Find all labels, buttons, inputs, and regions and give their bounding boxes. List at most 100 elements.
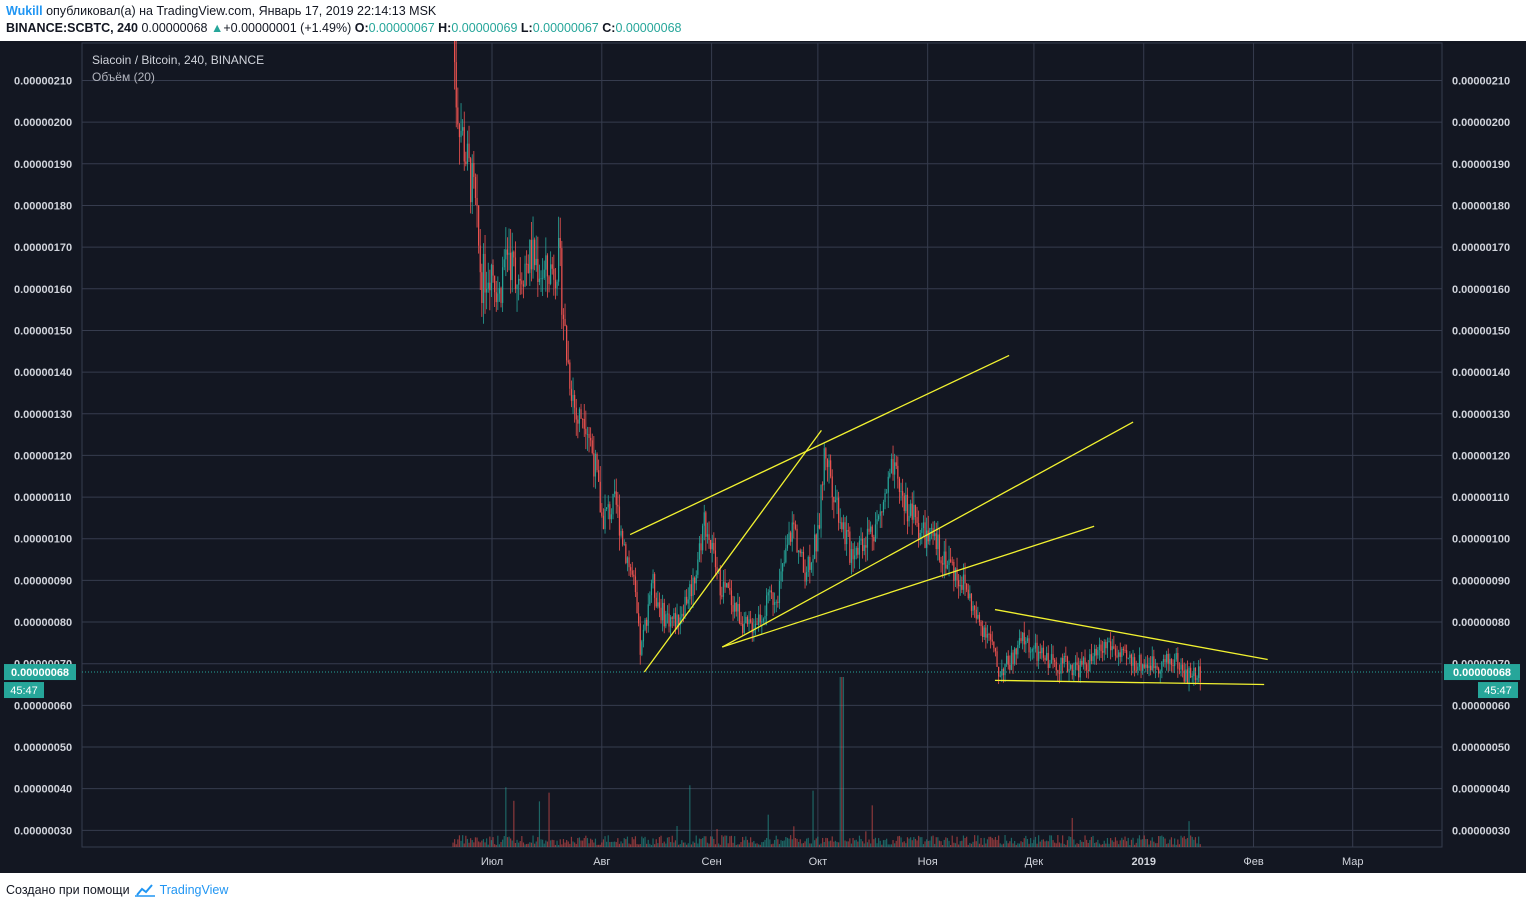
tradingview-link[interactable]: TradingView [159,883,229,897]
volume-bar [860,839,862,847]
volume-bar [865,831,867,847]
candle-body [1089,654,1091,672]
volume-bar [561,844,563,847]
candle-body [970,593,973,611]
volume-bar [478,841,480,847]
candle-body [670,617,672,627]
candle-body [729,587,731,591]
volume-bar [839,677,841,847]
volume-bar [750,837,752,847]
volume-legend[interactable]: Объём (20) [92,70,155,84]
y-tick-label-left: 0.00000050 [14,742,72,754]
candle-body [697,559,699,575]
author-link[interactable]: Wukill [6,4,43,18]
volume-bar [727,843,729,847]
candle-body [935,533,937,549]
volume-bar [524,844,526,847]
volume-bar [788,838,790,847]
volume-bar [846,841,848,847]
candle-body [514,257,517,290]
candle-body [823,448,825,485]
candle-body [1030,651,1032,653]
candle-body [990,634,992,640]
volume-bar [1102,844,1104,847]
candle-body [1006,655,1008,665]
candle-body [1169,658,1171,664]
volume-bar [1081,841,1083,847]
candle-body [599,481,601,513]
volume-bar [974,835,976,847]
candle-body [1082,657,1085,665]
volume-bar [735,844,737,847]
candle-body [777,601,779,603]
candle-body [474,176,477,198]
volume-bar [534,843,536,847]
candle-body [650,583,653,596]
candle-body [478,205,480,246]
candle-body [785,548,787,563]
volume-bar [1071,817,1073,847]
candle-body [1012,652,1014,664]
series-legend-title[interactable]: Siacoin / Bitcoin, 240, BINANCE [92,53,265,67]
candle-body [601,512,603,516]
candle-body [879,511,881,516]
candle-body [830,460,832,477]
candle-body [1084,657,1086,665]
y-tick-label-left: 0.00000030 [14,825,72,837]
volume-bar [457,839,459,847]
volume-bar [718,843,720,847]
candle-body [486,288,488,293]
candle-body [1050,654,1053,664]
candle-body [678,614,680,626]
candle-body [1098,644,1101,651]
candle-body [657,602,659,607]
candle-body [1138,654,1141,667]
volume-bar [513,800,515,847]
countdown-left-text: 45:47 [10,685,38,697]
volume-bar [964,838,966,847]
candle-body [614,491,616,494]
candle-body [513,251,515,258]
volume-bar [1050,835,1053,847]
volume-bar [574,842,576,847]
candle-body [922,522,925,529]
candle-body [668,613,670,627]
volume-bar [1119,840,1121,847]
candle-body [841,522,843,530]
volume-bar [690,844,693,847]
volume-bar [823,841,825,847]
y-tick-label-right: 0.00000080 [1452,617,1510,629]
x-tick-label: Сен [702,856,722,868]
candle-body [548,276,550,284]
candle-body [892,459,894,475]
volume-bar [1108,843,1110,847]
volume-bar [834,840,837,847]
candle-body [665,614,667,627]
candle-body [1015,648,1017,655]
x-tick-label: Июл [481,856,503,868]
price-chart[interactable]: 0.00000210 0.00000210 0.00000200 0.00000200… [0,41,1526,873]
volume-bar [522,842,525,847]
volume-bar [1070,836,1072,847]
candle-body [778,580,781,603]
candle-body [686,596,688,604]
volume-bar [460,840,462,847]
candle-body [839,522,841,524]
volume-bar [650,844,653,847]
volume-bar [564,842,566,847]
candle-body [1158,668,1160,674]
candle-body [938,534,941,561]
candle-body [676,614,678,630]
candle-body [1129,654,1131,658]
volume-bar [950,844,952,847]
volume-bar [961,840,963,847]
candle-body [985,627,987,638]
candle-body [847,530,849,532]
low-label: L: [520,21,533,35]
candle-body [1010,652,1013,670]
candle-body [1175,653,1177,660]
candle-body [706,534,709,537]
volume-bar [1058,842,1061,847]
y-tick-label-left: 0.00000170 [14,242,72,254]
volume-bar [946,838,949,847]
